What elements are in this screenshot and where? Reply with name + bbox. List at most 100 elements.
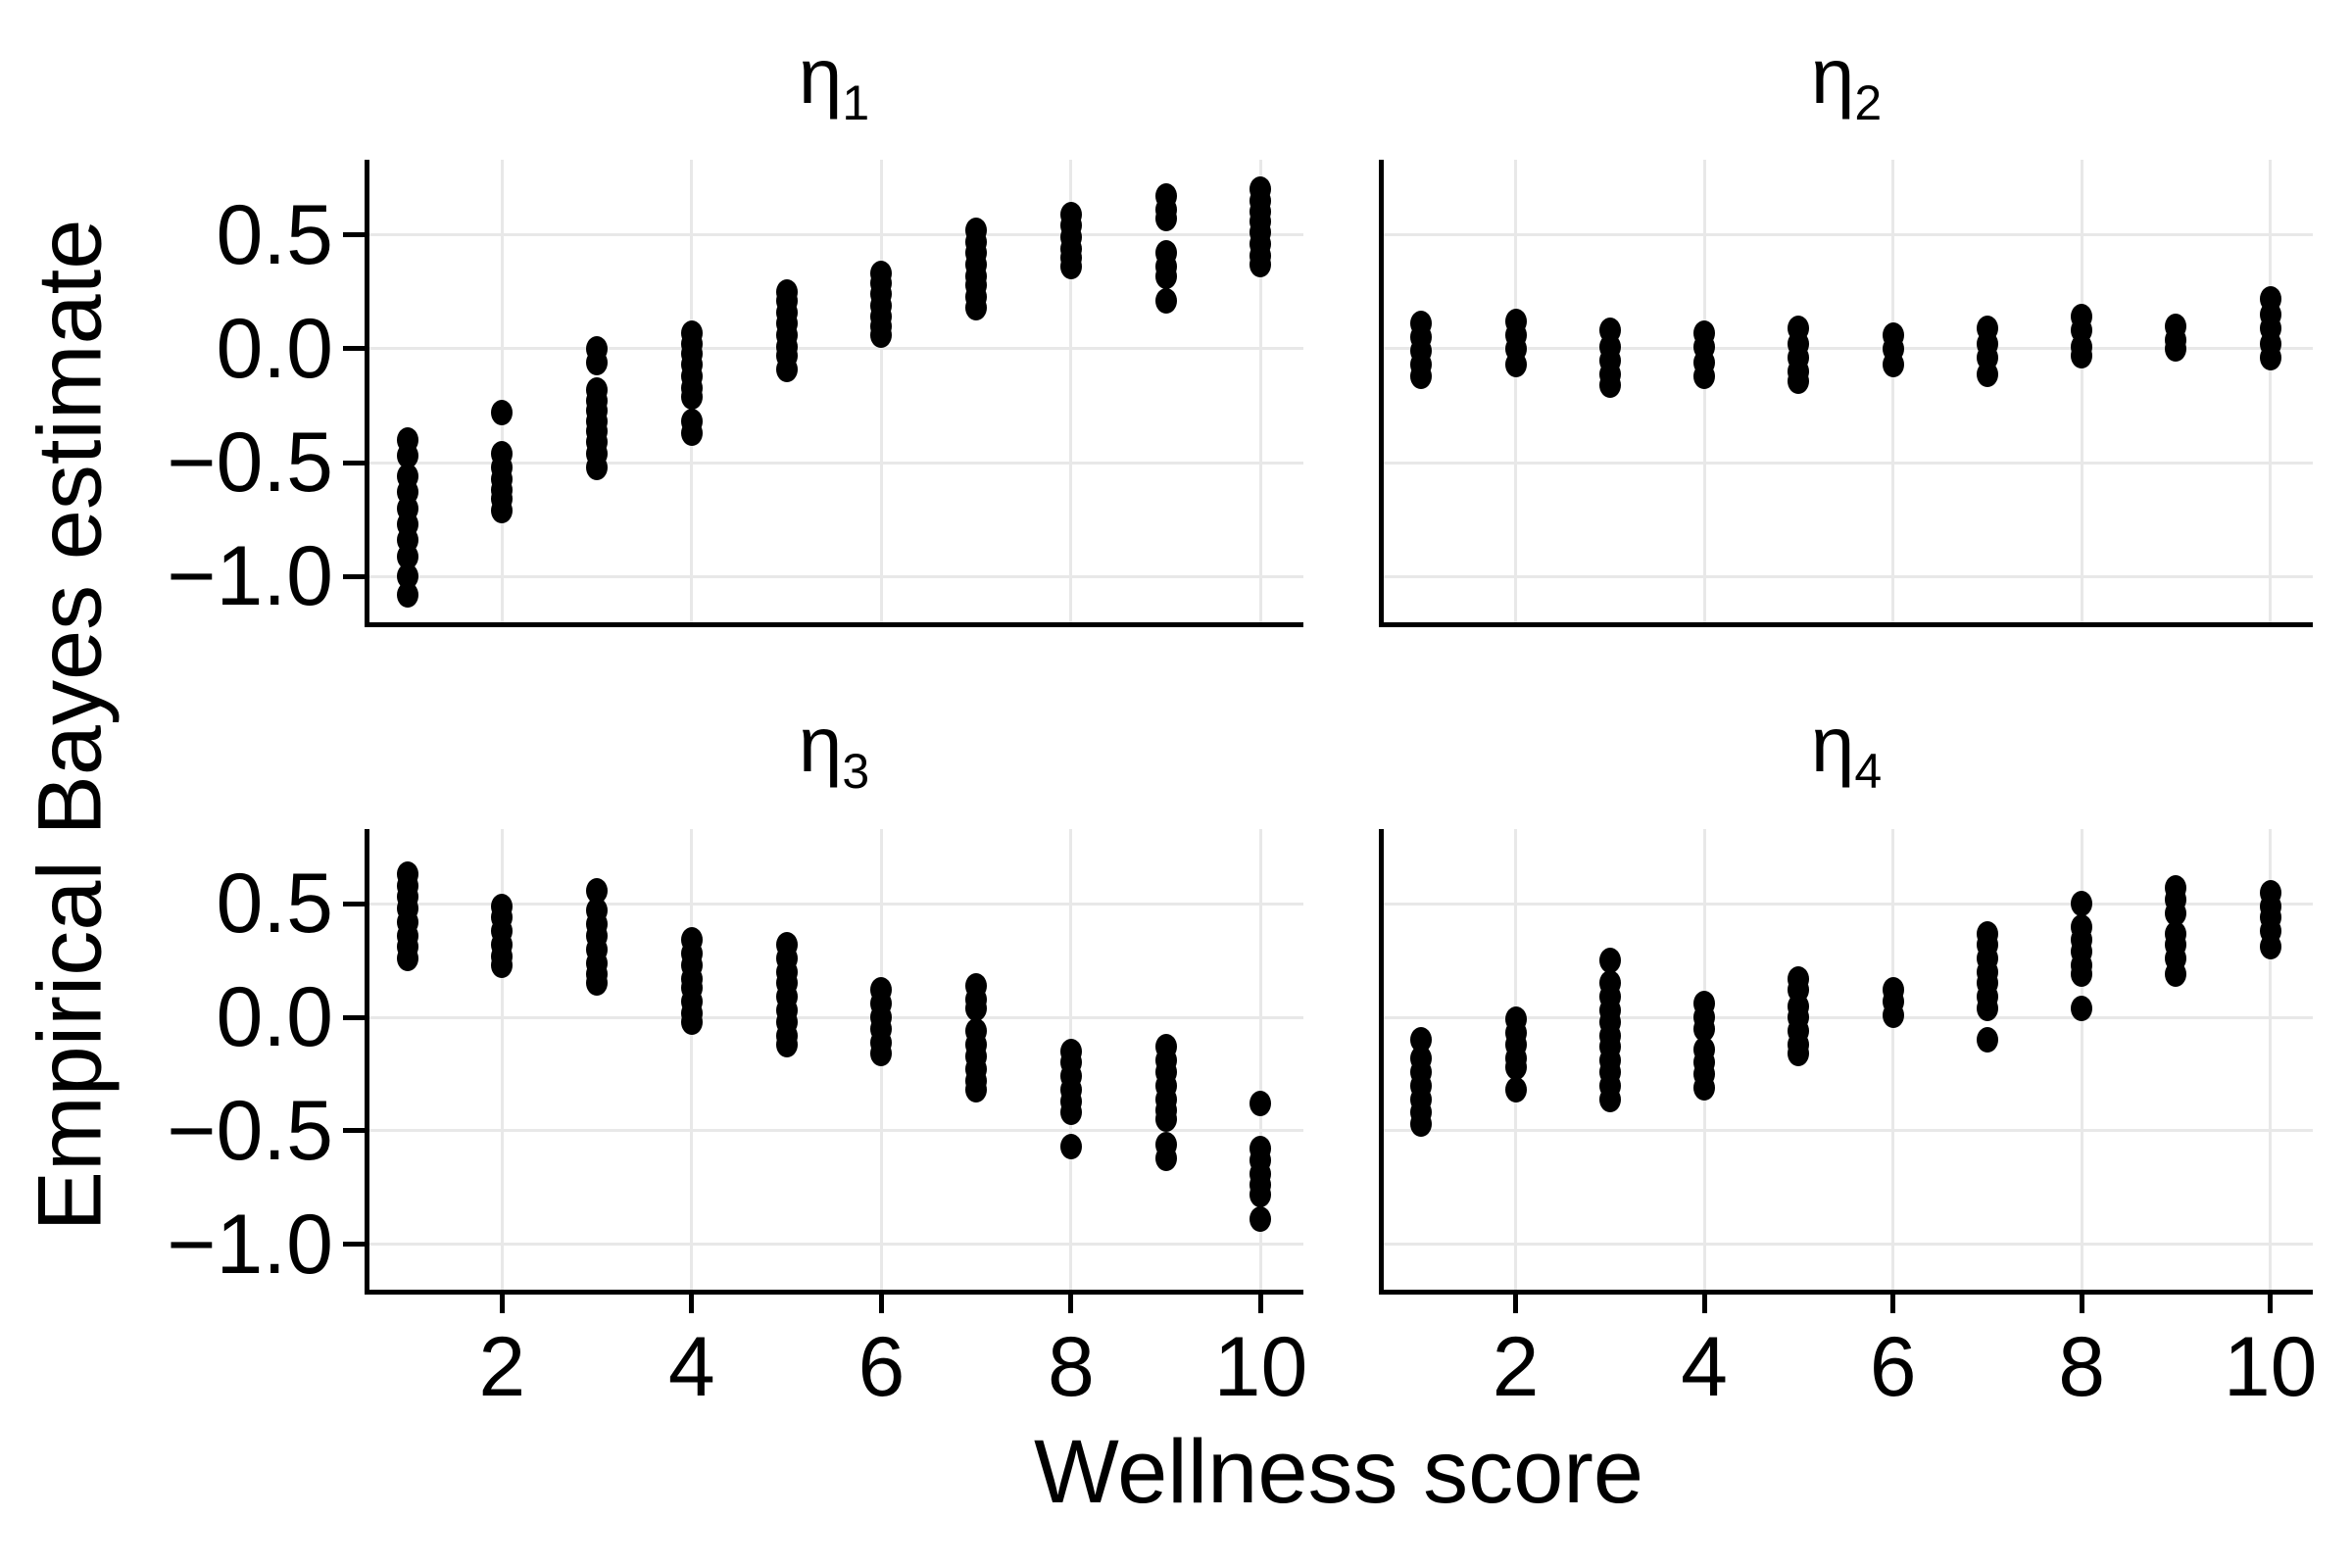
gridline-horizontal <box>365 1243 1303 1247</box>
data-point <box>586 349 609 375</box>
gridline-vertical <box>1258 829 1262 1290</box>
gridline-vertical <box>1258 160 1262 622</box>
data-point <box>1410 363 1433 389</box>
data-point <box>396 443 418 469</box>
gridline-vertical <box>1702 160 1706 622</box>
data-point <box>2071 995 2093 1021</box>
data-point <box>1598 372 1621 399</box>
gridline-horizontal <box>365 1015 1303 1019</box>
x-axis-line <box>1379 1290 2313 1295</box>
data-point <box>965 995 988 1021</box>
y-tick-mark <box>343 232 365 238</box>
x-tick-mark <box>1701 1290 1707 1313</box>
y-tick-label: 0.0 <box>216 301 333 396</box>
y-tick-label: 0.5 <box>216 187 333 282</box>
x-tick-mark <box>2079 1290 2084 1313</box>
data-point <box>491 498 514 524</box>
y-tick-label: 0.5 <box>216 857 333 952</box>
gridline-horizontal <box>1379 1129 2313 1133</box>
gridline-horizontal <box>1379 1243 2313 1247</box>
data-point <box>1250 1091 1272 1117</box>
data-point <box>396 543 418 569</box>
data-point <box>1504 1054 1527 1081</box>
data-point <box>396 945 418 971</box>
data-point <box>1598 1086 1621 1112</box>
data-point <box>680 1008 703 1035</box>
x-tick-mark <box>2268 1290 2274 1313</box>
gridline-horizontal <box>1379 233 2313 237</box>
x-tick-label: 8 <box>2058 1320 2106 1414</box>
data-point <box>1788 368 1810 394</box>
eta-subscript: 4 <box>1854 744 1883 799</box>
data-point <box>965 1077 988 1103</box>
x-tick-mark <box>499 1290 505 1313</box>
data-point <box>396 582 418 609</box>
x-tick-label: 6 <box>858 1320 906 1414</box>
gridline-horizontal <box>1379 1015 2313 1019</box>
y-tick-mark <box>343 1242 365 1248</box>
eta-symbol: η <box>1810 32 1855 120</box>
y-axis-line <box>1379 829 1384 1295</box>
data-point <box>870 322 893 349</box>
gridline-vertical <box>2269 160 2273 622</box>
data-point <box>1693 1074 1716 1101</box>
data-point <box>1250 1181 1272 1207</box>
x-axis-line <box>365 622 1303 627</box>
x-axis-title: Wellness score <box>1033 1422 1644 1522</box>
y-axis-line <box>365 829 369 1295</box>
data-point <box>680 420 703 446</box>
gridline-vertical <box>2269 829 2273 1290</box>
facet-title-eta2: η2 <box>1650 29 2042 127</box>
y-axis-line <box>365 160 369 627</box>
eta-subscript: 3 <box>842 744 870 799</box>
data-point <box>1154 288 1177 315</box>
data-point <box>1598 948 1621 974</box>
y-tick-label: −1.0 <box>167 1197 333 1292</box>
data-point <box>1976 1027 1998 1054</box>
gridline-horizontal <box>1379 461 2313 465</box>
gridline-horizontal <box>365 574 1303 578</box>
data-point <box>1250 1206 1272 1233</box>
data-point <box>1154 1145 1177 1171</box>
gridline-vertical <box>1514 160 1518 622</box>
data-point <box>1693 1015 1716 1042</box>
data-point <box>491 400 514 426</box>
x-tick-label: 4 <box>1681 1320 1729 1414</box>
data-point <box>870 1041 893 1067</box>
gridline-vertical <box>1891 160 1895 622</box>
x-tick-label: 6 <box>1869 1320 1917 1414</box>
y-tick-mark <box>343 901 365 906</box>
data-point <box>680 383 703 410</box>
data-point <box>1976 361 1998 387</box>
x-tick-label: 10 <box>1213 1320 1308 1414</box>
y-axis-line <box>1379 160 1384 627</box>
x-tick-mark <box>1513 1290 1519 1313</box>
gridline-vertical <box>1891 829 1895 1290</box>
data-point <box>775 356 798 382</box>
data-point <box>491 952 514 978</box>
gridline-vertical <box>2080 160 2083 622</box>
data-point <box>775 1031 798 1057</box>
eta-symbol: η <box>1810 701 1855 788</box>
data-point <box>1882 1002 1904 1028</box>
gridline-horizontal <box>1379 902 2313 906</box>
data-point <box>586 877 609 904</box>
gridline-vertical <box>500 829 504 1290</box>
facet-title-eta3: η3 <box>638 698 1030 796</box>
y-tick-label: 0.0 <box>216 970 333 1065</box>
x-tick-mark <box>689 1290 695 1313</box>
data-point <box>1882 352 1904 378</box>
x-tick-label: 8 <box>1047 1320 1095 1414</box>
gridline-vertical <box>690 829 694 1290</box>
x-tick-mark <box>1257 1290 1263 1313</box>
gridline-horizontal <box>365 461 1303 465</box>
data-point <box>1250 251 1272 277</box>
data-point <box>2165 900 2187 926</box>
data-point <box>1976 995 1998 1021</box>
gridline-horizontal <box>365 347 1303 351</box>
data-point <box>1693 363 1716 389</box>
gridline-vertical <box>1069 160 1073 622</box>
facet-title-eta1: η1 <box>638 29 1030 127</box>
data-point <box>2259 934 2281 960</box>
